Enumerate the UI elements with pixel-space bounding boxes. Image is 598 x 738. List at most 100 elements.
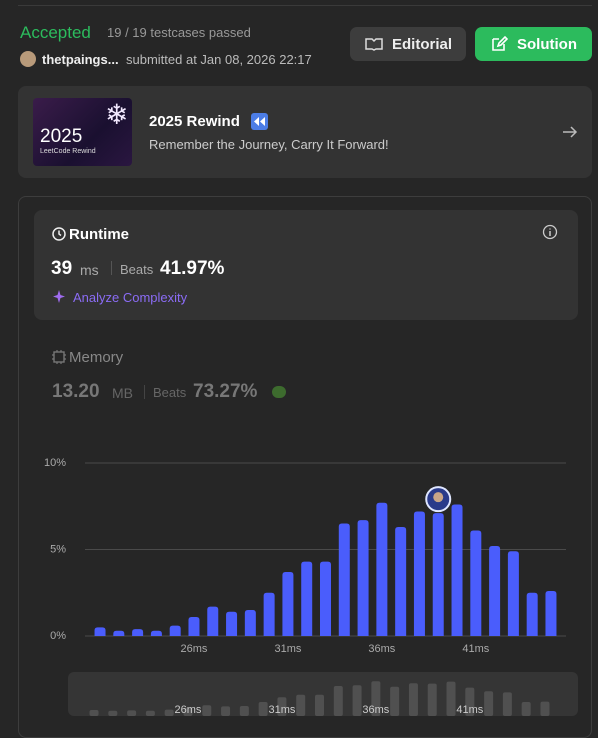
bar	[395, 527, 407, 636]
memory-tab[interactable]: Memory 13.20 MB Beats 73.27%	[34, 340, 578, 410]
x-tick-label: 41ms	[462, 643, 489, 655]
overview-bar	[371, 681, 381, 716]
snowflake: ❄	[105, 99, 129, 130]
runtime-chart: 0% 5% 10% 26ms 31ms 36ms 41ms 26ms 31ms 36ms 41ms	[44, 457, 578, 716]
image-subtitle: LeetCode Rewind	[40, 148, 96, 155]
edit-icon	[492, 35, 508, 51]
overview-bar	[277, 697, 287, 716]
button-label: Editorial	[392, 36, 453, 53]
bar	[150, 630, 162, 636]
runtime-unit: ms	[80, 262, 99, 278]
bar	[376, 502, 388, 636]
chip-icon	[52, 350, 66, 364]
banner-title: 2025 Rewind	[149, 113, 240, 130]
info-icon[interactable]	[542, 224, 558, 240]
user-marker-face	[433, 492, 444, 503]
bar	[169, 625, 181, 636]
bar	[507, 551, 519, 636]
overview-bar	[408, 683, 418, 716]
bar	[244, 610, 256, 636]
bar	[132, 629, 144, 636]
overview-bar	[183, 707, 193, 716]
separator	[144, 385, 145, 399]
overview-bar	[315, 694, 324, 716]
avatar	[20, 51, 36, 67]
overview-bar	[164, 709, 174, 716]
overview-tick-label: 26ms	[175, 704, 202, 716]
user[interactable]: thetpaings...	[42, 52, 119, 67]
image-title: 2025	[40, 126, 83, 147]
y-tick-label: 0%	[50, 630, 66, 642]
overview-bar	[108, 710, 118, 716]
bar	[489, 546, 501, 636]
memory-label: Memory	[69, 349, 124, 366]
overview-tick-label: 36ms	[362, 704, 389, 716]
beats-label: Beats	[120, 262, 154, 277]
bar	[94, 627, 106, 636]
overview-bar	[521, 702, 531, 716]
overview-bar	[540, 701, 550, 716]
overview-bar	[502, 692, 512, 716]
bar	[432, 513, 444, 636]
bar	[451, 504, 463, 636]
overview-bar	[352, 685, 362, 716]
overview-bar	[465, 687, 475, 716]
beats-label: Beats	[153, 385, 187, 400]
runtime-card[interactable]: Runtime 39 ms Beats 41.97% Analyze Compl…	[34, 210, 578, 320]
overview-tick-label: 31ms	[268, 704, 295, 716]
sparkle-icon	[53, 290, 65, 303]
rewind-glyph	[254, 117, 265, 126]
bar	[113, 630, 125, 636]
overview-bar	[89, 710, 99, 716]
runtime-value: 39	[51, 258, 73, 279]
banner-subtitle: Remember the Journey, Carry It Forward!	[149, 137, 389, 152]
button-label: Solution	[517, 36, 577, 53]
bar	[526, 592, 538, 636]
submitted: submitted at Jan 08, 2026 22:17	[126, 52, 312, 67]
overview-bar	[202, 705, 212, 716]
bar	[301, 561, 313, 636]
bar	[338, 523, 350, 636]
memory-value: 13.20	[52, 381, 100, 402]
overview-bar	[145, 710, 155, 716]
overview-bar	[296, 694, 306, 716]
overview-bar	[258, 702, 268, 716]
bar	[320, 561, 331, 636]
beats-value: 41.97%	[160, 258, 225, 279]
badge-icon	[272, 386, 286, 398]
overview-bar	[390, 686, 400, 716]
beats-value: 73.27%	[193, 381, 258, 402]
editorial-button[interactable]: Editorial	[350, 27, 466, 61]
bar	[413, 511, 425, 636]
overview-bar	[446, 681, 456, 716]
clock-icon	[52, 227, 66, 241]
bar	[282, 571, 294, 636]
y-tick-label: 10%	[44, 457, 66, 469]
analyze-link[interactable]: Analyze Complexity	[73, 290, 188, 305]
overview-bar	[221, 706, 231, 716]
bar	[207, 606, 219, 636]
rewind-icon	[251, 113, 268, 130]
bar	[357, 520, 369, 636]
y-tick-label: 5%	[50, 543, 66, 555]
x-tick-label: 26ms	[181, 643, 208, 655]
book-icon	[365, 38, 383, 51]
banner[interactable]: 2025 LeetCode Rewind ❄ 2025 Rewind Remem…	[18, 86, 592, 178]
separator	[111, 261, 112, 275]
bar	[188, 616, 200, 636]
x-tick-label: 36ms	[368, 643, 395, 655]
bar	[263, 592, 275, 636]
bar	[470, 530, 482, 636]
overview-bar	[427, 683, 437, 716]
solution-button[interactable]: Solution	[475, 27, 592, 61]
overview-bar	[127, 710, 137, 716]
x-tick-label: 31ms	[274, 643, 301, 655]
overview-tick-label: 41ms	[456, 704, 483, 716]
overview-bar	[333, 686, 343, 716]
runtime-label: Runtime	[69, 226, 129, 243]
arrow-icon	[563, 126, 578, 138]
banner-image: 2025 LeetCode Rewind ❄	[33, 98, 132, 166]
memory-unit: MB	[112, 385, 133, 401]
overview-bar	[484, 691, 494, 716]
